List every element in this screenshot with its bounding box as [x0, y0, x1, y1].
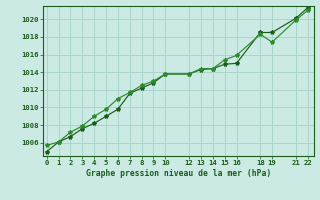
X-axis label: Graphe pression niveau de la mer (hPa): Graphe pression niveau de la mer (hPa): [86, 169, 271, 178]
